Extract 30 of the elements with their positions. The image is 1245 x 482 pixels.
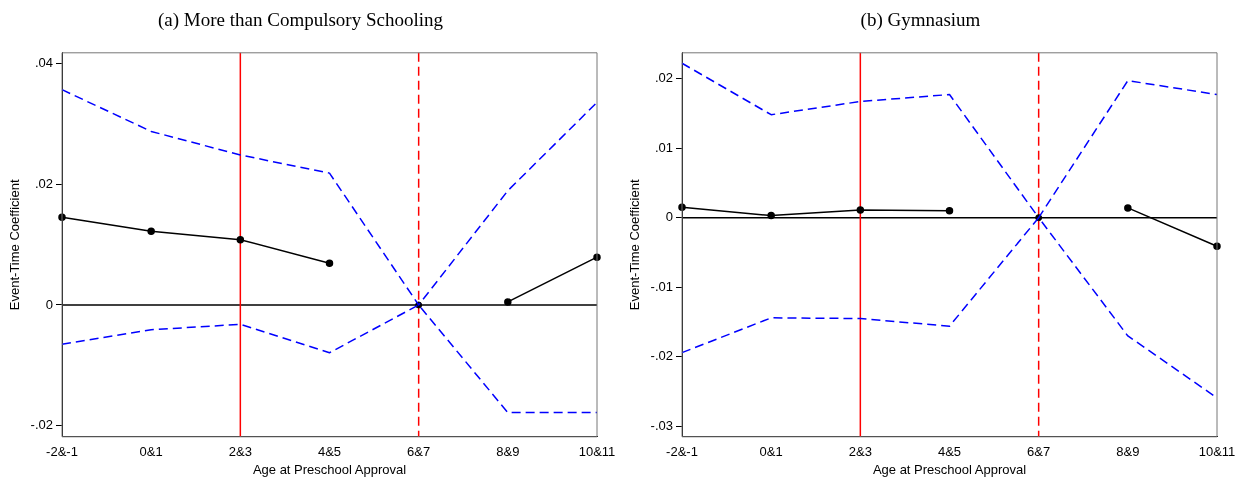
x-tick-label: -2&-1 bbox=[46, 444, 78, 460]
y-tick-label: .01 bbox=[654, 139, 673, 155]
x-tick-label: 2&3 bbox=[228, 444, 252, 460]
y-tick-label: -.02 bbox=[650, 348, 673, 364]
y-tick-label: .02 bbox=[654, 70, 673, 86]
x-tick-label: 0&1 bbox=[759, 444, 783, 460]
x-axis-title: Age at Preschool Approval bbox=[872, 461, 1027, 477]
x-tick-label: 6&7 bbox=[1027, 444, 1051, 460]
x-tick-label: 8&9 bbox=[496, 444, 520, 460]
y-axis-title: Event-Time Coefficient bbox=[627, 179, 643, 311]
chart-title: (b) Gymnasium bbox=[860, 9, 981, 32]
x-tick-label: 4&5 bbox=[937, 444, 962, 460]
y-tick-label: .02 bbox=[34, 175, 53, 191]
chart-title: (a) More than Compulsory Schooling bbox=[158, 9, 444, 32]
y-tick-label: -.02 bbox=[30, 417, 53, 433]
x-tick-label: 8&9 bbox=[1116, 444, 1140, 460]
y-tick-label: -.03 bbox=[650, 417, 673, 433]
x-tick-label: 10&11 bbox=[1198, 444, 1236, 460]
y-tick-label: -.01 bbox=[650, 278, 673, 294]
x-tick-label: 4&5 bbox=[317, 444, 342, 460]
y-axis-title: Event-Time Coefficient bbox=[7, 179, 23, 311]
x-axis-title: Age at Preschool Approval bbox=[252, 461, 407, 477]
y-tick-label: 0 bbox=[45, 296, 53, 312]
y-tick-label: 0 bbox=[665, 209, 673, 225]
x-tick-label: 0&1 bbox=[139, 444, 163, 460]
x-tick-label: 2&3 bbox=[848, 444, 872, 460]
x-tick-label: -2&-1 bbox=[666, 444, 698, 460]
x-tick-label: 6&7 bbox=[407, 444, 431, 460]
y-tick-label: .04 bbox=[34, 54, 53, 70]
x-tick-label: 10&11 bbox=[578, 444, 616, 460]
